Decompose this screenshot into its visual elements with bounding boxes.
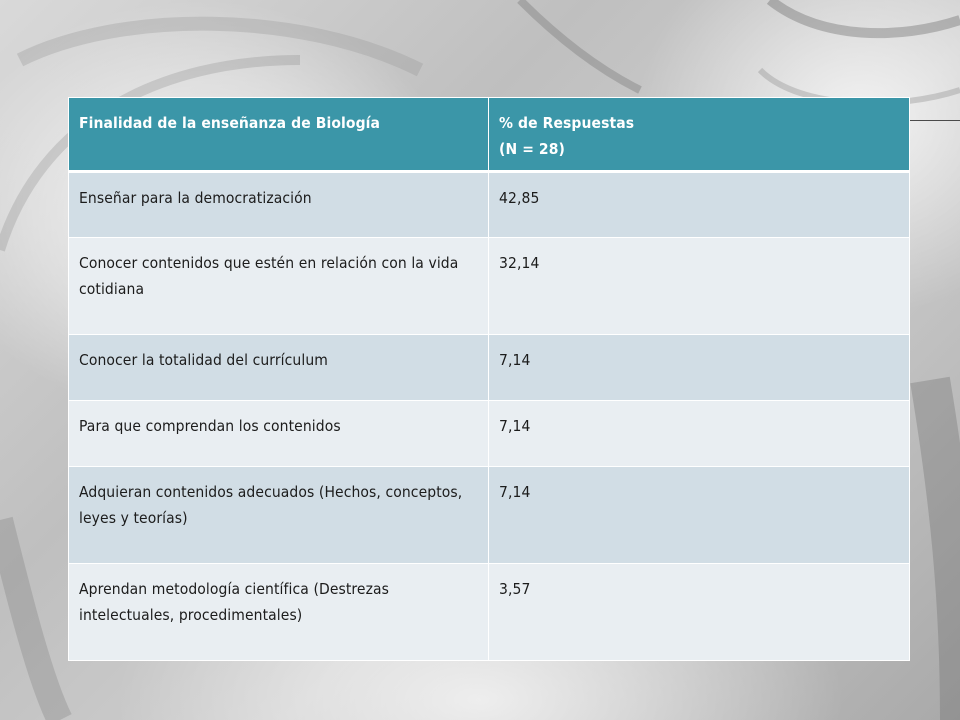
table-header-row: Finalidad de la enseñanza de Biología % …	[68, 97, 910, 173]
header-purpose: Finalidad de la enseñanza de Biología	[68, 97, 489, 173]
table-row: Enseñar para la democratización 42,85	[68, 171, 910, 238]
row-label: Enseñar para la democratización	[68, 171, 489, 238]
row-value: 7,14	[488, 400, 910, 467]
header-responses: % de Respuestas (N = 28)	[488, 97, 910, 173]
row-label: Aprendan metodología científica (Destrez…	[68, 563, 489, 661]
row-value: 3,57	[488, 563, 910, 661]
row-value: 7,14	[488, 334, 910, 401]
row-label: Conocer contenidos que estén en relación…	[68, 237, 489, 335]
header-sample-size: (N = 28)	[499, 140, 566, 158]
row-value: 42,85	[488, 171, 910, 238]
table-row: Adquieran contenidos adecuados (Hechos, …	[68, 466, 910, 564]
header-purpose-label: Finalidad de la enseñanza de Biología	[79, 114, 381, 132]
row-label: Para que comprendan los contenidos	[68, 400, 489, 467]
row-value: 32,14	[488, 237, 910, 335]
biology-teaching-purpose-table: Finalidad de la enseñanza de Biología % …	[68, 97, 910, 661]
table-row: Conocer la totalidad del currículum 7,14	[68, 334, 910, 401]
table-row: Para que comprendan los contenidos 7,14	[68, 400, 910, 467]
header-responses-label: % de Respuestas	[499, 114, 635, 132]
table-row: Aprendan metodología científica (Destrez…	[68, 563, 910, 661]
row-label: Conocer la totalidad del currículum	[68, 334, 489, 401]
decorative-rule	[909, 120, 960, 121]
row-label: Adquieran contenidos adecuados (Hechos, …	[68, 466, 489, 564]
table-row: Conocer contenidos que estén en relación…	[68, 237, 910, 335]
row-value: 7,14	[488, 466, 910, 564]
